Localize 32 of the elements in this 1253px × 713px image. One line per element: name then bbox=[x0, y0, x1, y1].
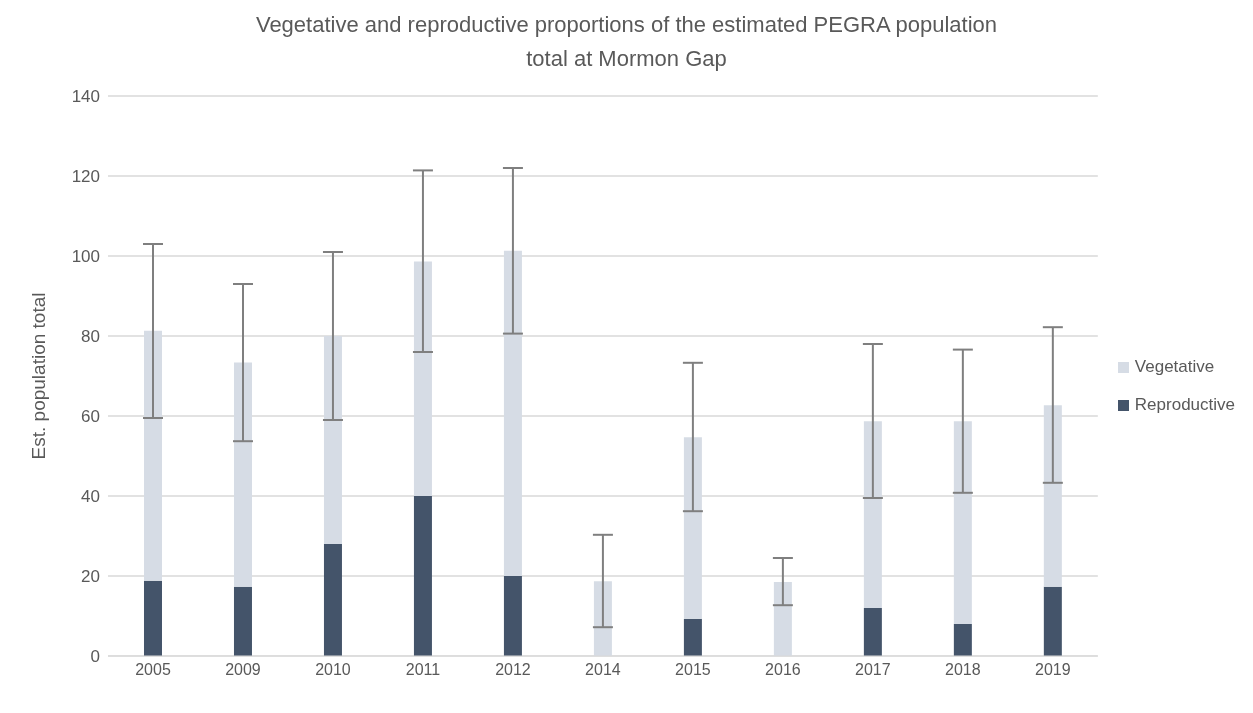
bar bbox=[953, 624, 972, 656]
y-tick-label: 20 bbox=[81, 567, 100, 587]
y-tick-label: 80 bbox=[81, 327, 100, 347]
legend-label: Reproductive bbox=[1134, 395, 1235, 415]
x-tick-label: 2010 bbox=[315, 661, 351, 679]
x-tick-label: 2018 bbox=[945, 661, 981, 679]
bar bbox=[863, 608, 882, 656]
y-tick-label: 100 bbox=[71, 247, 100, 267]
x-tick-label: 2017 bbox=[855, 661, 891, 679]
chart-title: Vegetative and reproductive proportions of the estimated PEGRA population total at Mormon Gap bbox=[254, 11, 999, 73]
y-tick-label: 140 bbox=[71, 87, 100, 107]
y-tick-label: 40 bbox=[81, 487, 100, 507]
x-tick-label: 2015 bbox=[675, 661, 711, 679]
y-tick-label: 120 bbox=[71, 167, 100, 187]
bar bbox=[413, 496, 432, 656]
bar bbox=[143, 580, 162, 656]
bar bbox=[233, 586, 252, 656]
bar bbox=[503, 576, 522, 656]
bar bbox=[683, 618, 702, 656]
x-tick-label: 2009 bbox=[225, 661, 261, 679]
y-tick-label: 0 bbox=[90, 647, 100, 667]
x-tick-label: 2012 bbox=[495, 661, 531, 679]
x-tick-label: 2016 bbox=[765, 661, 801, 679]
x-tick-label: 2011 bbox=[405, 661, 441, 679]
legend-label: Vegetative bbox=[1134, 357, 1215, 377]
x-tick-label: 2005 bbox=[135, 661, 171, 679]
bar bbox=[1043, 586, 1062, 656]
y-tick-label: 60 bbox=[81, 407, 100, 427]
bar bbox=[323, 544, 342, 656]
x-tick-label: 2019 bbox=[1035, 661, 1071, 679]
y-axis-title: Est. population total bbox=[27, 292, 49, 460]
x-tick-label: 2014 bbox=[585, 661, 621, 679]
